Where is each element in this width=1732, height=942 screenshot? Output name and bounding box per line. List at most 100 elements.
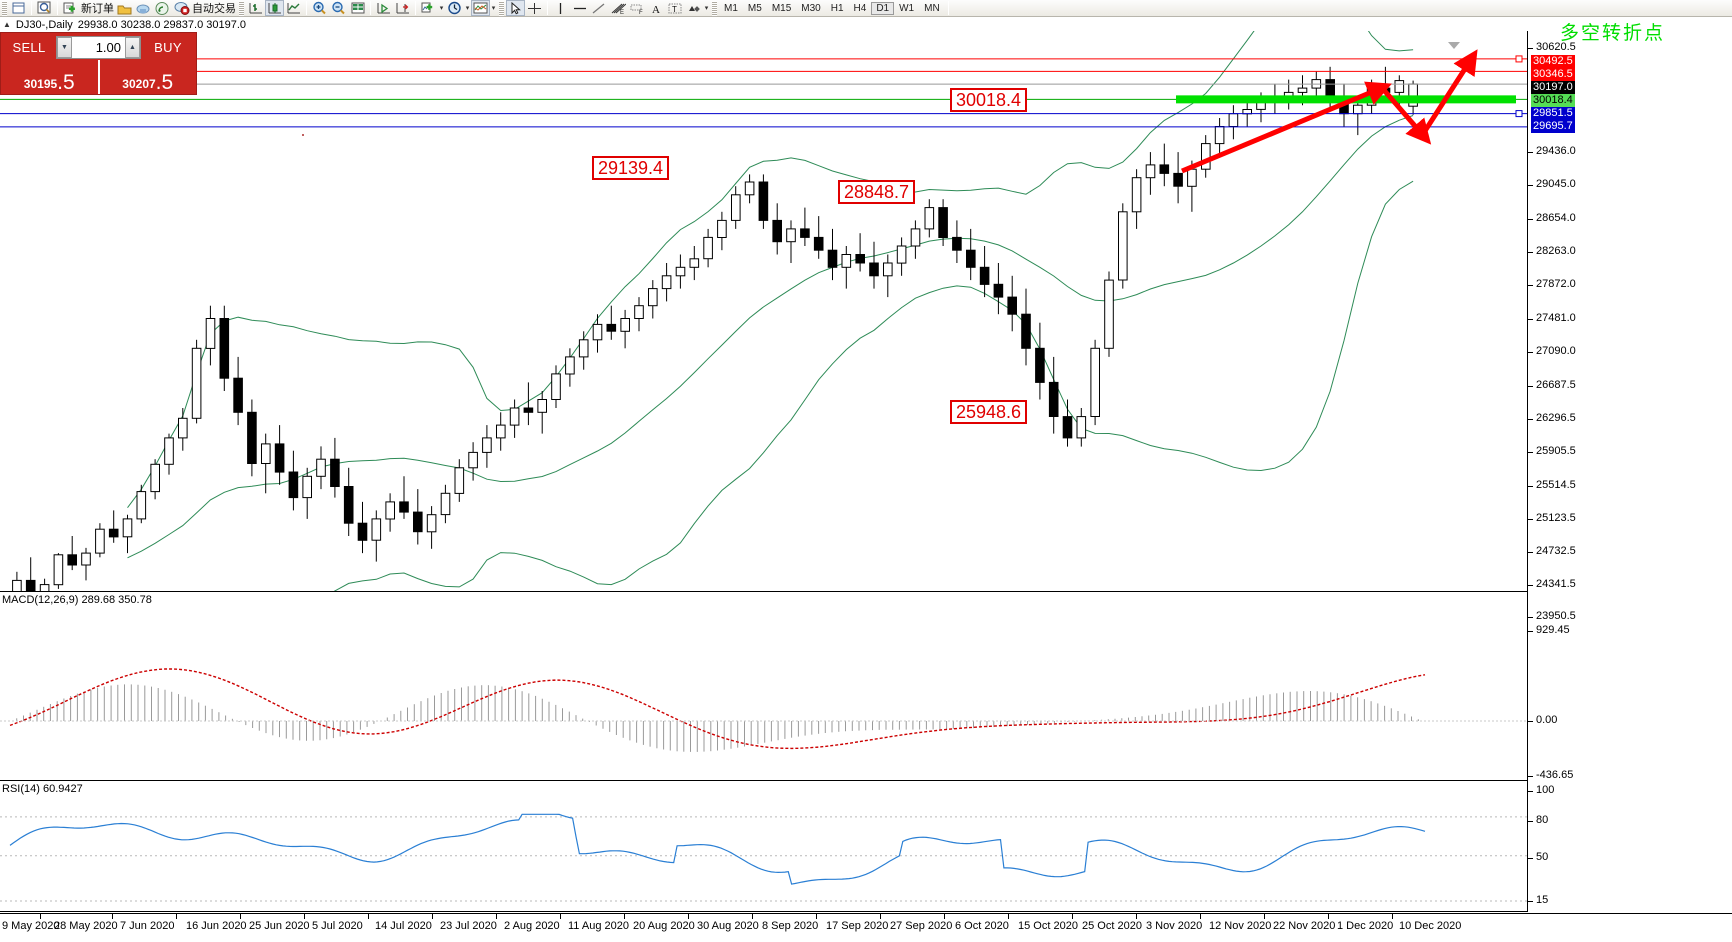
chevron-down-icon[interactable]: ▾ [491, 5, 496, 12]
volume-increase-button[interactable]: ▲ [125, 37, 140, 58]
auto-trading-label[interactable]: 自动交易 [192, 2, 236, 15]
timeframe-mn[interactable]: MN [924, 2, 940, 14]
timeframe-w1[interactable]: W1 [899, 2, 915, 14]
axis-tick [1528, 631, 1533, 632]
price-axis-label: 24341.5 [1536, 578, 1576, 590]
date-separator [1328, 914, 1329, 919]
macd-axis-label: 0.00 [1536, 714, 1558, 726]
price-axis-label: 30620.5 [1536, 41, 1576, 53]
chart-area: MACD(12,26,9) 289.68 350.78 RSI(14) 60.9… [0, 31, 1732, 942]
cloud-icon[interactable] [134, 0, 153, 16]
price-level-badge[interactable]: 30346.5 [1531, 68, 1575, 81]
chevron-down-icon[interactable]: ▾ [704, 5, 709, 12]
date-axis-label: 7 Jun 2020 [120, 920, 175, 932]
date-separator [560, 914, 561, 919]
date-axis-label: 1 Dec 2020 [1337, 920, 1394, 932]
text-icon[interactable]: A [646, 0, 665, 16]
collapse-triangle-icon[interactable]: ▲ [3, 20, 11, 29]
textbox-icon[interactable]: T [665, 0, 684, 16]
axis-tick [1528, 776, 1533, 777]
sell-button[interactable]: SELL [3, 36, 55, 59]
timeframe-h1[interactable]: H1 [830, 2, 844, 14]
chevron-down-icon[interactable]: ▾ [465, 5, 470, 12]
indicators-icon[interactable] [419, 0, 438, 16]
hline-icon[interactable] [570, 0, 589, 16]
price-level-badge[interactable]: 30197.0 [1531, 81, 1575, 94]
shapes-icon[interactable] [684, 0, 703, 16]
zoom-out-icon[interactable] [329, 0, 348, 16]
buy-price[interactable]: 30207.5 [122, 71, 174, 94]
window-icon[interactable] [9, 0, 28, 16]
toolbar-separator [31, 1, 32, 15]
volume-value[interactable]: 1.00 [95, 40, 121, 55]
buy-button[interactable]: BUY [142, 36, 194, 59]
price-pane[interactable] [0, 31, 1527, 592]
date-axis[interactable]: 9 May 2020 28 May 2020 7 Jun 2020 16 Jun 20… [0, 913, 1732, 940]
new-order-label[interactable]: 新订单 [81, 2, 114, 15]
rsi-indicator-label: RSI(14) 60.9427 [2, 783, 83, 795]
fibo-icon[interactable]: E [608, 0, 627, 16]
date-separator [944, 914, 945, 919]
price-level-badge[interactable]: 29695.7 [1531, 120, 1575, 133]
volume-decrease-button[interactable]: ▼ [57, 37, 72, 58]
svg-text:T: T [672, 5, 677, 14]
axis-tick [1528, 285, 1533, 286]
price-level-badge[interactable]: 29851.5 [1531, 107, 1575, 120]
autoscroll-icon[interactable] [374, 0, 393, 16]
price-level-badge[interactable]: 30018.4 [1531, 94, 1575, 107]
period-clock-icon[interactable] [445, 0, 464, 16]
folder-icon[interactable] [115, 0, 134, 16]
trendline-icon[interactable] [589, 0, 608, 16]
crosshair-icon[interactable] [525, 0, 544, 16]
date-axis-label: 10 Dec 2020 [1399, 920, 1462, 932]
chart-shift-icon[interactable] [393, 0, 412, 16]
vline-icon[interactable] [551, 0, 570, 16]
timeframe-d1[interactable]: D1 [871, 1, 895, 15]
timeframe-m15[interactable]: M15 [771, 2, 792, 14]
price-axis-label: 23950.5 [1536, 610, 1576, 622]
signal-icon[interactable] [153, 0, 172, 16]
main-toolbar: 新订单 自动交易 [0, 0, 1732, 17]
toolbar-grip[interactable] [2, 0, 7, 16]
timeframe-m1[interactable]: M1 [724, 2, 738, 14]
timeframe-h4[interactable]: H4 [853, 2, 867, 14]
price-axis-label: 29436.0 [1536, 145, 1576, 157]
price-axis-label: 29045.0 [1536, 178, 1576, 190]
date-axis-label: 20 Aug 2020 [633, 920, 695, 932]
toolbar-grip[interactable] [499, 0, 504, 16]
rsi-pane[interactable]: RSI(14) 60.9427 [0, 782, 1527, 912]
templates-icon[interactable] [471, 0, 490, 16]
axis-tick [1528, 319, 1533, 320]
data-window-icon[interactable] [348, 0, 367, 16]
axis-tick [1528, 219, 1533, 220]
magnifier-chart-icon[interactable] [35, 0, 54, 16]
auto-trading-icon[interactable] [172, 0, 191, 16]
date-separator [816, 914, 817, 919]
new-order-icon[interactable] [61, 0, 80, 16]
sell-price[interactable]: 30195.5 [23, 71, 75, 94]
volume-stepper[interactable]: ▼ 1.00 ▲ [56, 36, 141, 59]
line-chart-icon[interactable] [284, 0, 303, 16]
axis-tick [1528, 486, 1533, 487]
bar-chart-icon[interactable] [246, 0, 265, 16]
timeframe-m5[interactable]: M5 [747, 2, 762, 14]
text-label-icon[interactable]: F [627, 0, 646, 16]
price-axis-label: 25123.5 [1536, 512, 1576, 524]
toolbar-separator [370, 1, 371, 15]
axis-tick [1528, 821, 1533, 822]
toolbar-grip[interactable] [239, 0, 244, 16]
zoom-in-icon[interactable] [310, 0, 329, 16]
date-separator [1136, 914, 1137, 919]
candlestick-icon[interactable] [265, 0, 284, 16]
chevron-down-icon[interactable]: ▾ [439, 5, 444, 12]
cursor-icon[interactable] [506, 0, 525, 16]
one-click-trading-panel[interactable]: SELL ▼ 1.00 ▲ BUY 30195.5 30207.5 [0, 32, 197, 95]
price-level-badge[interactable]: 30492.5 [1531, 55, 1575, 68]
chinese-annotation-text[interactable]: 多空转折点 [1560, 22, 1666, 44]
macd-pane[interactable]: MACD(12,26,9) 289.68 350.78 [0, 593, 1527, 781]
price-axis[interactable]: 30620.5 29436.0 29045.0 28654.0 28263.0 27872… [1527, 31, 1732, 912]
timeframe-m30[interactable]: M30 [801, 2, 821, 14]
date-separator [688, 914, 689, 919]
date-axis-label: 3 Nov 2020 [1146, 920, 1203, 932]
toolbar-grip[interactable] [712, 0, 717, 16]
